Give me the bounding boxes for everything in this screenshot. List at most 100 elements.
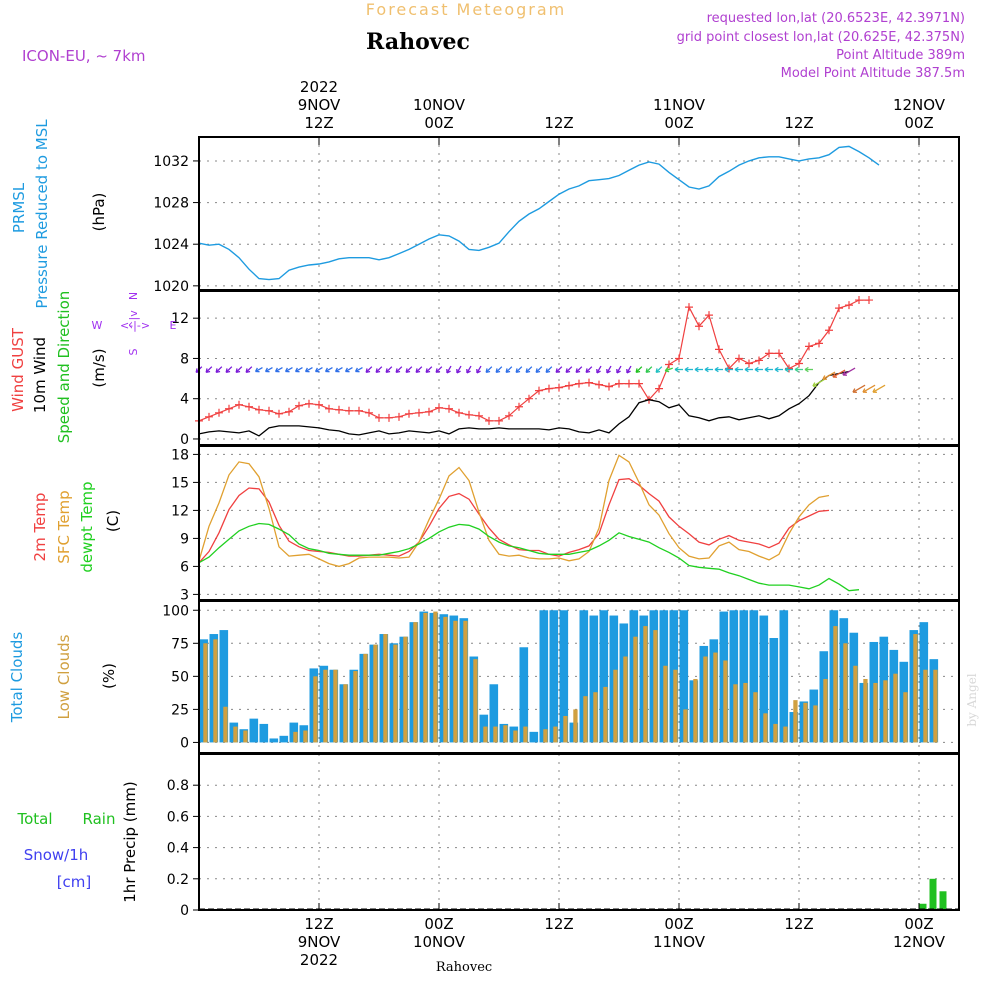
wind-dir-head [395, 368, 401, 373]
low-cloud-bar [733, 684, 738, 743]
wind-dir-head [555, 368, 561, 373]
low-cloud-bar [643, 626, 648, 743]
wind-dir-head [225, 368, 231, 373]
total-cloud-bar [739, 610, 749, 743]
low-cloud-bar [873, 682, 878, 743]
wind-dir-head [495, 368, 501, 373]
low-cloud-bar [553, 726, 558, 743]
wind-dir-arrow [842, 367, 856, 376]
low-cloud-bar [863, 678, 868, 743]
bottom-axis-hour: 12Z [784, 915, 813, 933]
wind-dir-arrow [344, 366, 353, 373]
wind-dir-arrow [435, 366, 443, 373]
wind-dir-head [274, 367, 280, 373]
wind-dir-arrow [245, 366, 253, 373]
total-cloud-bar [259, 723, 269, 743]
gust-marker [465, 410, 473, 419]
total-clouds-label: Total Clouds [8, 632, 26, 724]
low-cloud-bar [323, 669, 328, 743]
gust-marker [425, 407, 433, 416]
gust-marker [545, 384, 553, 393]
ytick-label-wind: 0 [180, 432, 189, 448]
wind-dir-shaft [616, 365, 622, 374]
wind-dir-shaft [425, 366, 433, 373]
pressure-msl-label: Pressure Reduced to MSL [33, 119, 51, 309]
gust-marker [795, 359, 803, 368]
wind-dir-head [645, 368, 651, 373]
wind-dir-head [284, 367, 290, 373]
wind-dir-shaft [495, 366, 503, 373]
wind-dir-head [794, 366, 799, 373]
wind-dir-shaft [655, 366, 663, 373]
wind-dir-head [375, 368, 381, 373]
gust-marker [495, 416, 503, 425]
wind-dir-shaft [852, 384, 866, 393]
wind-dir-arrow [274, 366, 283, 373]
requested-coords: requested lon,lat (20.6523E, 42.3971N) [707, 11, 965, 26]
gust-marker [805, 342, 813, 351]
wind-dir-shaft [606, 365, 612, 374]
low-cloud-bar [593, 692, 598, 743]
wind-dir-arrow [744, 366, 753, 373]
wind-dir-arrow [565, 366, 573, 373]
wind-dir-arrow [515, 366, 523, 373]
low-cloud-bar [343, 684, 348, 743]
panel-frame-wind [198, 290, 960, 446]
compass-w: W [92, 319, 103, 332]
wind-unit: (m/s) [90, 348, 108, 387]
gust-marker [435, 403, 443, 412]
wind-dir-shaft [335, 366, 343, 373]
rain-bar [919, 903, 927, 910]
low-cloud-bar [233, 726, 238, 743]
low-cloud-bar [613, 669, 618, 743]
top-axis-date: 11NOV [653, 96, 706, 114]
ytick-label-precip: 0.6 [167, 809, 189, 825]
wind-dir-arrow [784, 366, 793, 373]
gust-marker [715, 345, 723, 354]
wind-dir-head [385, 368, 391, 373]
ytick-label-temp: 3 [180, 587, 189, 603]
total-cloud-bar [219, 630, 229, 743]
wind-dir-head [862, 388, 867, 393]
wind-dir-arrow [446, 365, 452, 374]
low-cloud-bar [583, 696, 588, 743]
wind-dir-head [694, 366, 699, 373]
wind-dir-arrow [694, 366, 703, 373]
wind-dir-arrow [495, 366, 503, 373]
gust-marker [665, 360, 673, 369]
gust-marker [345, 406, 353, 415]
compass-arrows-v: ^|v [127, 310, 140, 330]
top-axis-hour: 00Z [904, 114, 933, 132]
wind-dir-head [842, 371, 847, 376]
gust-marker [675, 354, 683, 363]
wind-dir-shaft [476, 365, 482, 374]
top-axis-date: 10NOV [413, 96, 466, 114]
wind-dir-head [304, 367, 310, 373]
wind-dir-arrow [804, 366, 813, 373]
wind-dir-shaft [862, 384, 876, 393]
bottom-axis-hour: 00Z [904, 915, 933, 933]
wind-dir-head [235, 368, 241, 373]
low-cloud-bar [793, 700, 798, 743]
gust-marker [845, 301, 853, 310]
low-cloud-bar [563, 715, 568, 743]
wind-dir-arrow [385, 366, 393, 373]
low-cloud-bar [753, 692, 758, 743]
gust-marker [225, 404, 233, 413]
wind-dir-arrow [545, 366, 553, 373]
wind-dir-arrow [294, 366, 303, 373]
wind-dir-shaft [505, 366, 513, 373]
wind-dir-head [344, 367, 350, 373]
ytick-label-temp: 12 [171, 503, 189, 519]
wind-dir-head [606, 368, 611, 374]
wind-dir-arrow [724, 366, 733, 373]
total-cloud-bar [549, 610, 559, 743]
total-cloud-bar [759, 615, 769, 743]
wind-dir-arrow [606, 365, 612, 374]
top-axis-hour: 12Z [784, 114, 813, 132]
gust-marker [315, 400, 323, 409]
gust-marker [575, 379, 583, 388]
ytick-label-pressure: 1024 [153, 237, 189, 253]
low-cloud-bar [773, 723, 778, 743]
wind-dir-arrow [395, 366, 403, 373]
